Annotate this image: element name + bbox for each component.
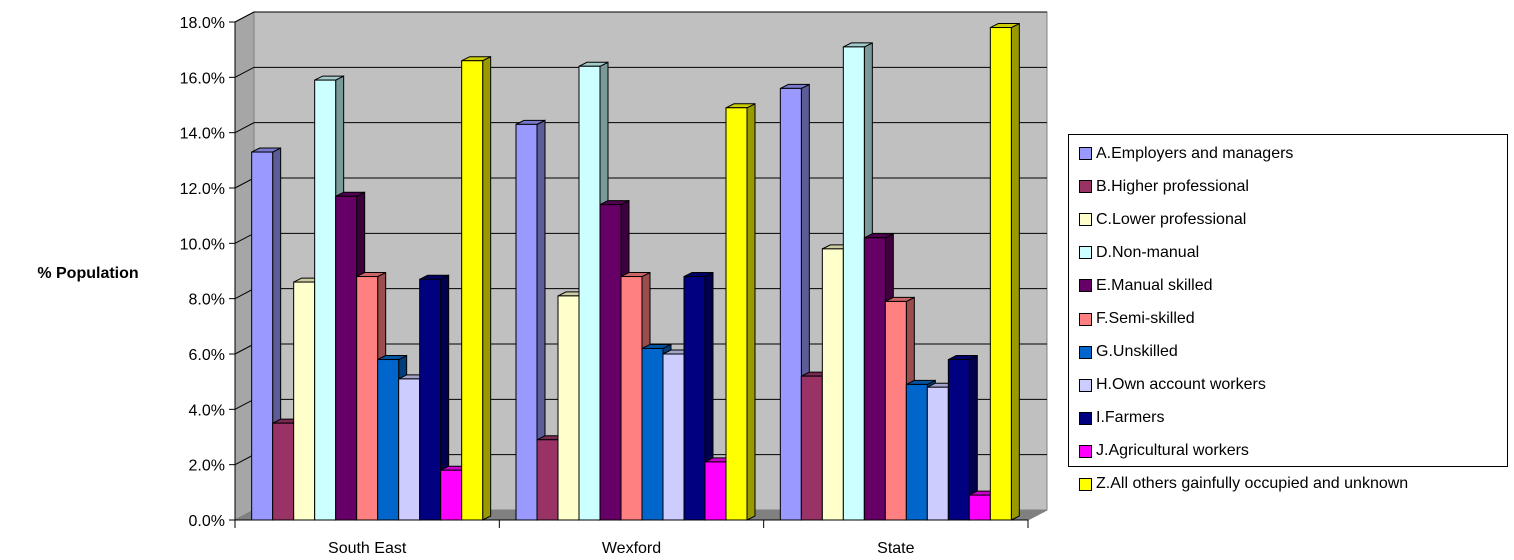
- bar: [356, 276, 379, 521]
- bar: [515, 123, 538, 521]
- y-tick-label: 12.0%: [180, 181, 225, 198]
- bar: [683, 276, 706, 521]
- legend-item: B.Higher professional: [1079, 170, 1507, 203]
- bar: [725, 107, 748, 521]
- x-tick-label: State: [877, 540, 914, 557]
- y-gridline: [234, 11, 1047, 23]
- y-tick-label: 6.0%: [189, 347, 225, 364]
- legend-label: E.Manual skilled: [1096, 276, 1213, 294]
- bar: [272, 422, 295, 521]
- legend-item: G.Unskilled: [1079, 336, 1507, 369]
- bar: [578, 65, 601, 521]
- legend-item: A.Employers and managers: [1079, 137, 1507, 170]
- x-tick-label: South East: [328, 540, 407, 557]
- chart-legend: A.Employers and managers B.Higher profess…: [1068, 134, 1508, 492]
- legend-label: F.Semi-skilled: [1096, 310, 1195, 328]
- legend-swatch: [1079, 378, 1092, 392]
- bar: [557, 295, 580, 521]
- y-tick-label: 8.0%: [189, 292, 225, 309]
- legend-label: H.Own account workers: [1096, 376, 1266, 394]
- bar: [536, 439, 559, 521]
- bar: [293, 281, 316, 521]
- legend-swatch: [1079, 213, 1092, 227]
- y-tick-label: 4.0%: [189, 402, 225, 419]
- legend-swatch: [1079, 411, 1092, 425]
- bar-side: [482, 55, 492, 521]
- legend-swatch: [1079, 246, 1092, 260]
- y-tick-label: 16.0%: [180, 70, 225, 87]
- bar: [884, 300, 907, 521]
- bar: [968, 494, 991, 521]
- bar: [800, 375, 823, 521]
- legend-label: J.Agricultural workers: [1096, 442, 1249, 460]
- y-axis-title: % Population: [37, 265, 138, 282]
- legend-swatch: [1079, 180, 1092, 194]
- bar: [335, 195, 358, 521]
- legend-label: A.Employers and managers: [1096, 144, 1294, 162]
- legend-item: C.Lower professional: [1079, 203, 1507, 236]
- legend-item: Z.All others gainfully occupied and unkn…: [1079, 468, 1507, 501]
- legend-swatch: [1079, 147, 1092, 161]
- plot-side-wall: [234, 11, 255, 521]
- bar: [377, 359, 400, 521]
- bar: [905, 383, 928, 521]
- bar: [947, 359, 970, 521]
- bar-side: [746, 102, 756, 521]
- bar: [251, 151, 274, 521]
- bar-side: [1010, 22, 1020, 521]
- bar: [842, 46, 865, 521]
- bar: [926, 386, 949, 521]
- legend-label: I.Farmers: [1096, 409, 1165, 427]
- bar: [599, 204, 622, 521]
- y-gridline: [234, 66, 1047, 78]
- legend-item: H.Own account workers: [1079, 369, 1507, 402]
- legend-item: E.Manual skilled: [1079, 269, 1507, 302]
- bar: [662, 353, 685, 521]
- legend-label: Z.All others gainfully occupied and unkn…: [1096, 475, 1409, 493]
- bar: [461, 60, 484, 521]
- y-tick-label: 2.0%: [189, 458, 225, 475]
- legend-swatch: [1079, 444, 1092, 458]
- bar: [821, 248, 844, 521]
- legend-swatch: [1079, 477, 1092, 491]
- legend-item: J.Agricultural workers: [1079, 435, 1507, 468]
- legend-swatch: [1079, 312, 1092, 326]
- bar: [863, 237, 886, 521]
- bar: [314, 79, 337, 521]
- bar: [620, 276, 643, 521]
- legend-swatch: [1079, 345, 1092, 359]
- legend-label: B.Higher professional: [1096, 177, 1249, 195]
- bar: [641, 347, 664, 521]
- legend-item: I.Farmers: [1079, 402, 1507, 435]
- bar: [989, 27, 1012, 521]
- x-tick-label: Wexford: [602, 540, 661, 557]
- legend-label: G.Unskilled: [1096, 343, 1178, 361]
- y-tick-label: 14.0%: [180, 126, 225, 143]
- bar: [419, 278, 442, 521]
- bar: [440, 469, 463, 521]
- bar: [398, 378, 421, 521]
- legend-item: D.Non-manual: [1079, 236, 1507, 269]
- y-tick-label: 10.0%: [180, 236, 225, 253]
- y-tick-label: 0.0%: [189, 513, 225, 530]
- y-tick-label: 18.0%: [180, 15, 225, 32]
- legend-swatch: [1079, 279, 1092, 293]
- bar: [704, 461, 727, 521]
- bar: [779, 87, 802, 521]
- legend-label: D.Non-manual: [1096, 243, 1200, 261]
- legend-label: C.Lower professional: [1096, 210, 1247, 228]
- legend-item: F.Semi-skilled: [1079, 302, 1507, 335]
